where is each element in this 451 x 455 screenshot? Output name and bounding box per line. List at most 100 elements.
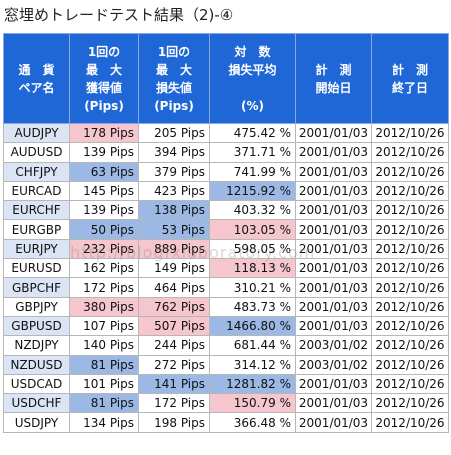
pair-cell: AUDJPY	[3, 122, 70, 144]
start-date-cell: 2001/01/03	[295, 180, 372, 202]
pair-cell: NZDJPY	[3, 335, 70, 356]
max-loss-cell: 464 Pips	[138, 277, 210, 298]
avg-loss-cell: 310.21 %	[209, 277, 296, 298]
max-gain-cell: 101 Pips	[69, 373, 139, 395]
max-gain-cell: 140 Pips	[69, 335, 139, 356]
pair-cell: EURCAD	[3, 180, 70, 202]
header-line	[210, 79, 295, 97]
header-line: 損失値	[155, 80, 192, 95]
header-line: (Pips)	[154, 98, 194, 113]
pair-cell: EURGBP	[3, 219, 70, 240]
max-loss-cell: 138 Pips	[138, 200, 210, 221]
header-line: 終了日	[391, 80, 428, 95]
avg-loss-cell: 403.32 %	[209, 200, 296, 221]
avg-loss-cell: 103.05 %	[209, 219, 296, 240]
header-start-date: 計 測開始日	[295, 33, 372, 124]
max-gain-cell: 81 Pips	[69, 354, 139, 375]
header-row: 通 貨ペア名 1回の最 大獲得値 (Pips) 1回の最 大損失値 (Pips) 対 数損…	[3, 33, 449, 124]
end-date-cell: 2012/10/26	[371, 200, 449, 221]
start-date-cell: 2001/01/03	[295, 142, 372, 163]
avg-loss-cell: 483.73 %	[209, 296, 296, 317]
max-gain-cell: 172 Pips	[69, 277, 139, 298]
max-gain-cell: 139 Pips	[69, 142, 139, 163]
max-gain-cell: 134 Pips	[69, 412, 139, 433]
pair-cell: USDJPY	[3, 412, 70, 433]
table-row: AUDUSD 139 Pips 394 Pips 371.71 % 2001/01/03…	[3, 142, 449, 163]
end-date-cell: 2012/10/26	[371, 238, 449, 260]
header-line: (Pips)	[84, 98, 124, 113]
table-row: CHFJPY 63 Pips 379 Pips 741.99 % 2001/01/03 2…	[3, 161, 449, 182]
max-gain-cell: 145 Pips	[69, 180, 139, 202]
header-line: 獲得値	[85, 80, 122, 95]
start-date-cell: 2001/01/03	[295, 200, 372, 221]
avg-loss-cell: 741.99 %	[209, 161, 296, 182]
pair-cell: EURUSD	[3, 258, 70, 279]
end-date-cell: 2012/10/26	[371, 219, 449, 240]
pair-cell: USDCHF	[3, 393, 70, 414]
start-date-cell: 2001/01/03	[295, 161, 372, 182]
start-date-cell: 2001/01/03	[295, 315, 372, 337]
header-line: 計 測	[391, 62, 428, 77]
pair-cell: GBPCHF	[3, 277, 70, 298]
max-gain-cell: 380 Pips	[69, 296, 139, 317]
pair-cell: EURJPY	[3, 238, 70, 260]
start-date-cell: 2001/01/03	[295, 219, 372, 240]
max-gain-cell: 107 Pips	[69, 315, 139, 337]
end-date-cell: 2012/10/26	[371, 122, 449, 144]
table-row: GBPJPY 380 Pips 762 Pips 483.73 % 2001/01/03…	[3, 296, 449, 317]
table-row: GBPCHF 172 Pips 464 Pips 310.21 % 2001/01/03…	[3, 277, 449, 298]
table-row: GBPUSD 107 Pips 507 Pips 1466.80 % 2001/01/0…	[3, 315, 449, 337]
avg-loss-cell: 475.42 %	[209, 122, 296, 144]
pair-cell: EURCHF	[3, 200, 70, 221]
start-date-cell: 2001/01/03	[295, 277, 372, 298]
max-loss-cell: 423 Pips	[138, 180, 210, 202]
pair-cell: GBPJPY	[3, 296, 70, 317]
start-date-cell: 2001/01/03	[295, 122, 372, 144]
table-row: EURCHF 139 Pips 138 Pips 403.32 % 2001/01/03…	[3, 200, 449, 221]
start-date-cell: 2001/01/03	[295, 373, 372, 395]
table-row: EURCAD 145 Pips 423 Pips 1215.92 % 2001/01/0…	[3, 180, 449, 202]
max-loss-cell: 198 Pips	[138, 412, 210, 433]
end-date-cell: 2012/10/26	[371, 335, 449, 356]
end-date-cell: 2012/10/26	[371, 296, 449, 317]
pair-cell: USDCAD	[3, 373, 70, 395]
results-table: 通 貨ペア名 1回の最 大獲得値 (Pips) 1回の最 大損失値 (Pips) 対 数損…	[3, 33, 449, 433]
start-date-cell: 2001/01/03	[295, 393, 372, 414]
page-title: 窓埋めトレードテスト結果（2)-④	[4, 6, 234, 24]
avg-loss-cell: 371.71 %	[209, 142, 296, 163]
max-loss-cell: 889 Pips	[138, 238, 210, 260]
header-line: 開始日	[315, 80, 352, 95]
table-row: EURJPY 232 Pips 889 Pips 598.05 % 2001/01/03…	[3, 238, 449, 260]
max-loss-cell: 244 Pips	[138, 335, 210, 356]
table-row: USDCAD 101 Pips 141 Pips 1281.82 % 2001/01/0…	[3, 373, 449, 395]
start-date-cell: 2001/01/03	[295, 258, 372, 279]
table-row: USDJPY 134 Pips 198 Pips 366.48 % 2001/01/03…	[3, 412, 449, 433]
table-body: AUDJPY 178 Pips 205 Pips 475.42 % 2001/01/03…	[3, 122, 449, 433]
end-date-cell: 2012/10/26	[371, 258, 449, 279]
header-max-loss: 1回の最 大損失値 (Pips)	[138, 33, 210, 124]
max-gain-cell: 50 Pips	[69, 219, 139, 240]
max-loss-cell: 53 Pips	[138, 219, 210, 240]
avg-loss-cell: 1466.80 %	[209, 315, 296, 337]
max-loss-cell: 149 Pips	[138, 258, 210, 279]
end-date-cell: 2012/10/26	[371, 354, 449, 375]
header-line: 損失平均	[228, 62, 277, 77]
avg-loss-cell: 118.13 %	[209, 258, 296, 279]
max-gain-cell: 81 Pips	[69, 393, 139, 414]
max-gain-cell: 178 Pips	[69, 122, 139, 144]
table-row: EURGBP 50 Pips 53 Pips 103.05 % 2001/01/03 20…	[3, 219, 449, 240]
max-loss-cell: 172 Pips	[138, 393, 210, 414]
end-date-cell: 2012/10/26	[371, 393, 449, 414]
max-gain-cell: 63 Pips	[69, 161, 139, 182]
max-loss-cell: 394 Pips	[138, 142, 210, 163]
table-row: AUDJPY 178 Pips 205 Pips 475.42 % 2001/01/03…	[3, 122, 449, 144]
start-date-cell: 2001/01/03	[295, 296, 372, 317]
header-line: 通 貨	[18, 62, 55, 77]
header-line: 最 大	[85, 62, 122, 77]
max-loss-cell: 379 Pips	[138, 161, 210, 182]
end-date-cell: 2012/10/26	[371, 180, 449, 202]
pair-cell: GBPUSD	[3, 315, 70, 337]
max-gain-cell: 139 Pips	[69, 200, 139, 221]
header-max-gain: 1回の最 大獲得値 (Pips)	[69, 33, 139, 124]
